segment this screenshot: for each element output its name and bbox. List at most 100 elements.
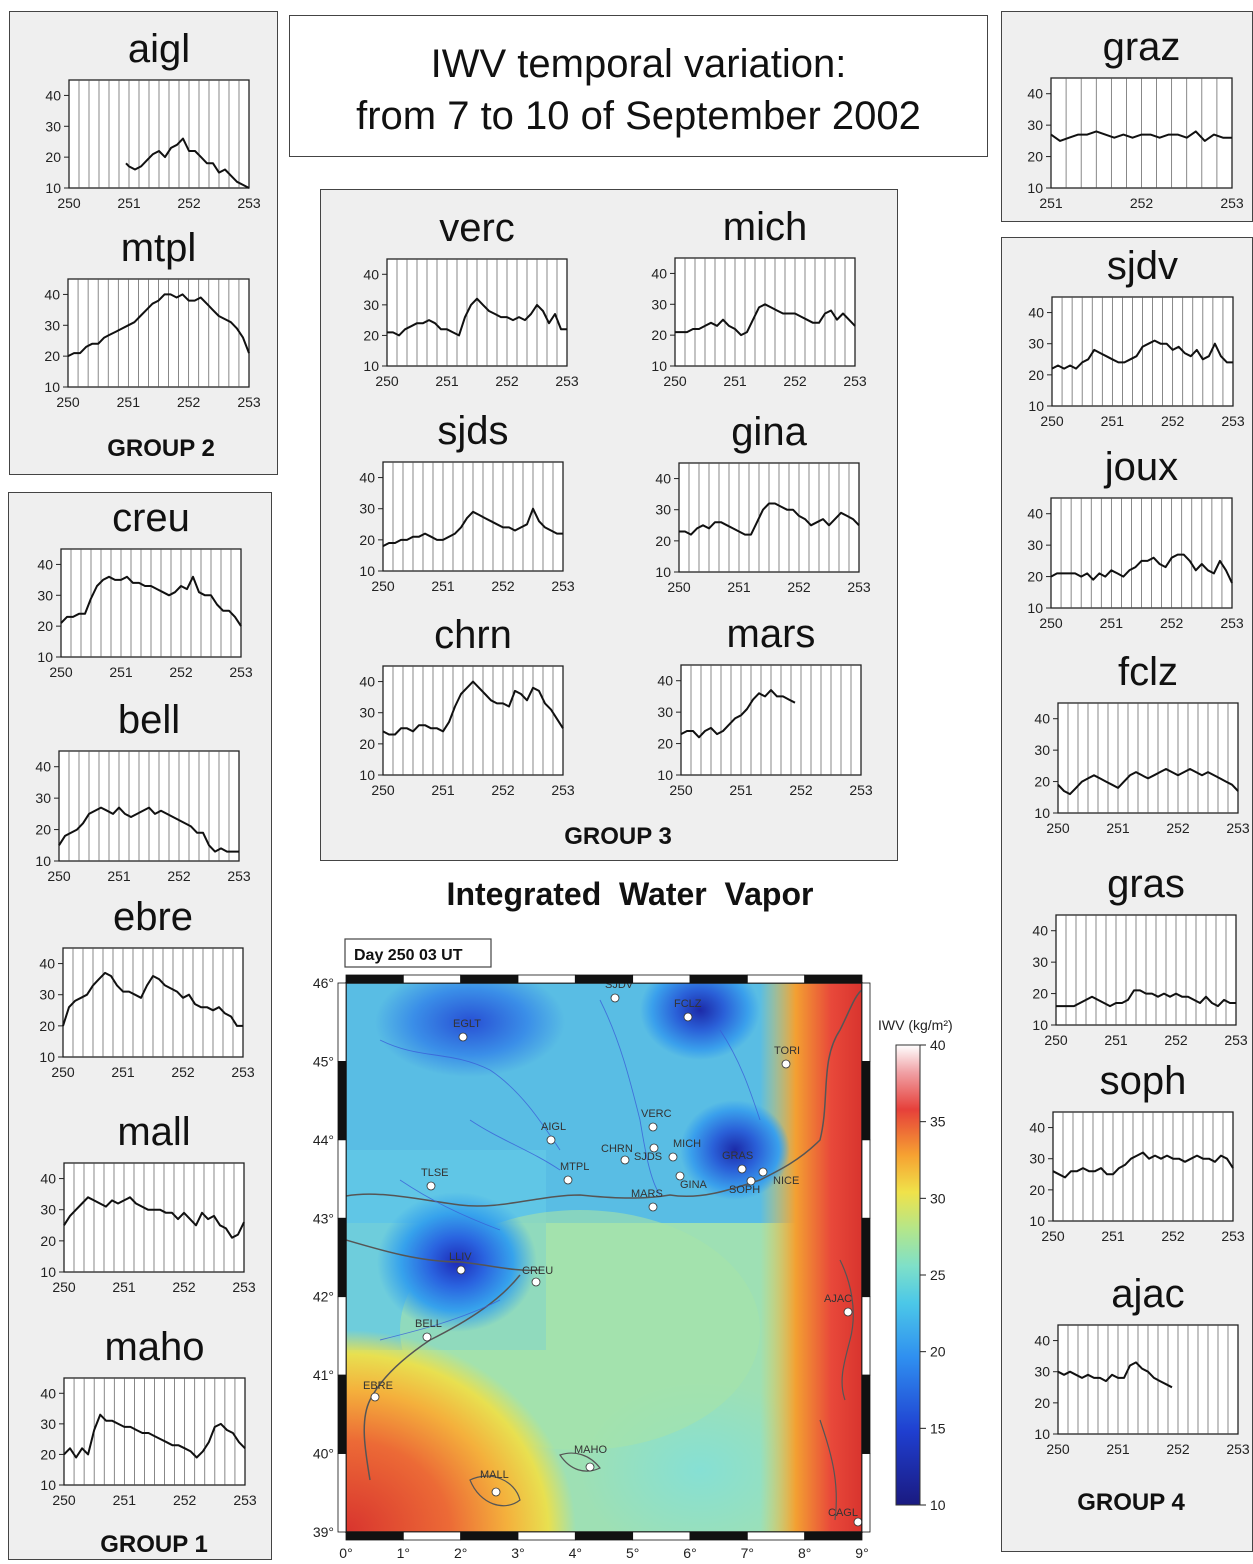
x-tick-label: 253 [1226,1441,1250,1457]
station-marker [458,1032,468,1042]
chart-ajac: ajac 10 20 30 40 250 251 252 253 [1034,1272,1249,1457]
series-line [1057,768,1239,796]
station-marker [649,1143,659,1153]
chart-title: sjdv [1107,244,1178,288]
frame-segment-left [337,1296,347,1376]
chart-joux: joux 10 20 30 40 250 251 252 253 [1027,445,1243,631]
x-tick-label: 252 [495,373,519,389]
series-line [58,806,239,853]
chart-mall: mall 10 20 30 40 250 251 252 253 [40,1110,255,1295]
frame-segment-bottom [402,1531,462,1541]
y-tick-label: 20 [359,736,375,752]
x-tick-label: 251 [113,1492,137,1508]
chart-title: mich [723,205,807,249]
y-tick-label: 10 [37,649,53,665]
y-tick-label: 20 [39,1018,55,1034]
lat-tick-label: 45° [313,1053,334,1069]
y-tick-label: 30 [657,704,673,720]
y-tick-label: 10 [1032,1017,1048,1033]
x-tick-label: 252 [1166,820,1190,836]
frame-segment-right [861,1061,871,1141]
series-line [1050,553,1233,584]
y-tick-label: 40 [655,471,671,487]
station-label: EBRE [363,1380,393,1392]
x-tick-label: 252 [1164,1032,1188,1048]
x-tick-label: 252 [1161,413,1185,429]
lat-tick-label: 42° [313,1289,334,1305]
station-label: MICH [673,1138,701,1150]
chart-layer: aigl 10 20 30 40 250 251 252 253 mtpl 10 20 30 40 250 2… [35,25,1249,1508]
chart-sjds: sjds 10 20 30 40 250 251 252 253 [359,409,574,594]
x-tick-label: 251 [1104,1032,1128,1048]
chart-mich: mich 10 20 30 40 250 251 252 253 [651,205,866,389]
station-label: AJAC [824,1293,852,1305]
lon-tick-label: 2° [454,1545,467,1561]
series-line [63,1413,246,1459]
x-tick-label: 253 [229,664,253,680]
x-tick-label: 253 [231,1064,255,1080]
station-label: MAHO [574,1444,607,1456]
station-label: MTPL [560,1161,589,1173]
lon-tick-label: 3° [511,1545,524,1561]
x-tick-label: 250 [663,373,687,389]
station-label: NICE [773,1175,799,1187]
chart-gina: gina 10 20 30 40 250 251 252 253 [655,410,870,595]
series-line [387,297,567,337]
station-marker [546,1135,556,1145]
x-tick-label: 250 [56,394,80,410]
series-line [63,1196,245,1239]
x-tick-label: 250 [1041,1228,1065,1244]
lat-tick-label: 39° [313,1524,334,1540]
station-marker [843,1307,853,1317]
y-tick-label: 40 [1034,711,1050,727]
y-tick-label: 40 [39,956,55,972]
y-tick-label: 30 [359,501,375,517]
x-tick-label: 253 [232,1279,256,1295]
lon-tick-label: 7° [741,1545,754,1561]
y-tick-label: 20 [1027,569,1043,585]
y-tick-label: 30 [1027,537,1043,553]
frame-segment-bottom [746,1531,806,1541]
y-tick-label: 30 [1034,1364,1050,1380]
station-marker [491,1487,501,1497]
x-tick-label: 251 [109,664,133,680]
y-tick-label: 20 [35,822,51,838]
y-tick-label: 40 [657,673,673,689]
lat-tick-label: 41° [313,1367,334,1383]
station-marker [456,1265,466,1275]
chart-creu: creu 10 20 30 40 250 251 252 253 [37,496,252,680]
main-title-line1: IWV temporal variation: [430,42,847,86]
y-tick-label: 20 [1027,149,1043,165]
series-line [67,293,250,357]
y-tick-label: 30 [1034,742,1050,758]
x-tick-label: 251 [107,868,131,884]
x-tick-label: 252 [1166,1441,1190,1457]
lon-tick-label: 9° [855,1545,868,1561]
chart-title: creu [112,496,190,540]
chart-verc: verc 10 20 30 40 250 251 252 253 [363,206,578,389]
frame-segment-right [861,1217,871,1298]
lon-tick-label: 0° [339,1545,352,1561]
y-tick-label: 10 [1034,1426,1050,1442]
x-tick-label: 251 [117,394,141,410]
y-tick-label: 30 [1028,336,1044,352]
y-tick-label: 20 [1032,986,1048,1002]
y-tick-label: 30 [37,587,53,603]
frame-segment-right [861,982,871,1062]
map-heading: Integrated Water Vapor [446,876,814,912]
frame-segment-top [804,974,863,984]
x-tick-label: 250 [52,1492,76,1508]
y-tick-label: 10 [44,379,60,395]
frame-segment-right [861,1374,871,1454]
x-tick-label: 250 [669,782,693,798]
station-label: GINA [680,1179,708,1191]
y-tick-label: 30 [651,296,667,312]
group2-label: GROUP 2 [107,435,215,462]
chart-sjdv: sjdv 10 20 30 40 250 251 252 253 [1028,244,1244,429]
x-tick-label: 252 [1161,1228,1185,1244]
frame-segment-bottom [345,1531,404,1541]
y-tick-label: 30 [44,317,60,333]
colorbar-tick-label: 35 [930,1114,946,1130]
y-tick-label: 10 [1027,180,1043,196]
